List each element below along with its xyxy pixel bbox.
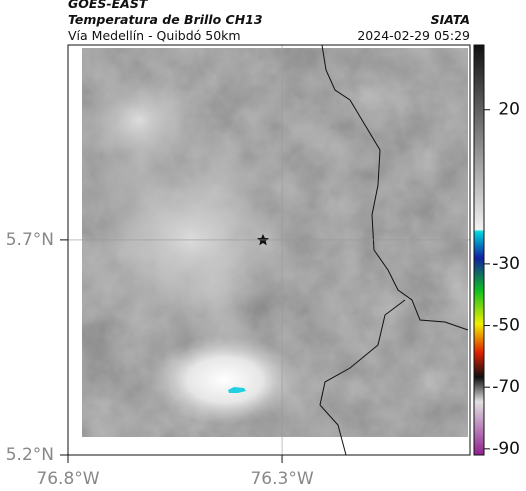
map-frame — [67, 44, 471, 456]
source: GOES-EAST — [68, 0, 149, 11]
borders — [319, 44, 469, 456]
lat-tick-label: 5.7°N — [6, 230, 54, 250]
lon-tick-label: 76.3°W — [250, 469, 313, 489]
colorbar-tick-label: -50 — [492, 316, 520, 336]
colorbar-tick-label: -90 — [492, 439, 520, 459]
org: SIATA — [431, 12, 470, 27]
datetime: 2024-02-29 05:29 — [357, 28, 470, 43]
colorbar-tick-label: 20 — [498, 100, 520, 120]
colorbar-tick-label: -30 — [492, 254, 520, 274]
title: Temperatura de Brillo CH13 — [68, 12, 263, 27]
lon-tick-label: 76.8°W — [36, 469, 99, 489]
subtitle: Vía Medellín - Quibdó 50km — [68, 28, 241, 43]
satellite-image — [82, 48, 468, 437]
colorbar-tick-label: -70 — [492, 377, 520, 397]
lat-tick-label: 5.2°N — [6, 445, 54, 465]
colorbar — [473, 44, 485, 456]
